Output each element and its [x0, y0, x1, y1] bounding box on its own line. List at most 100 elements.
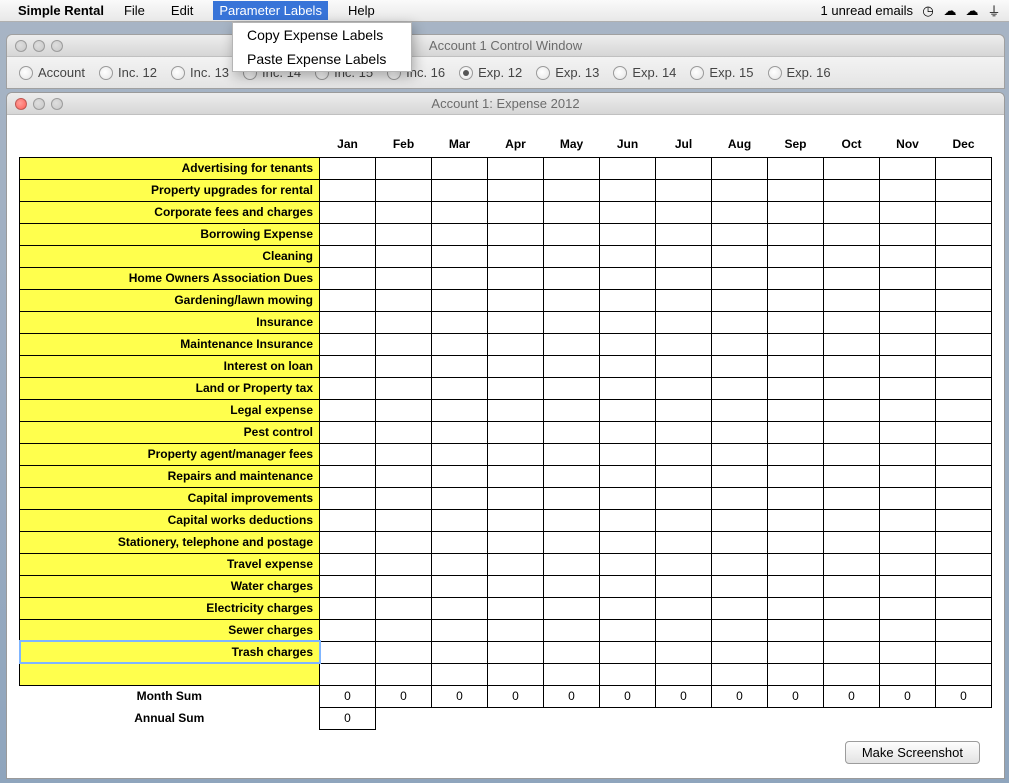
- cell[interactable]: [936, 267, 992, 289]
- cell[interactable]: [600, 289, 656, 311]
- row-label[interactable]: Capital works deductions: [20, 509, 320, 531]
- cell[interactable]: [768, 531, 824, 553]
- cell[interactable]: [488, 201, 544, 223]
- cell[interactable]: [544, 663, 600, 685]
- cell[interactable]: [488, 663, 544, 685]
- cell[interactable]: [544, 575, 600, 597]
- cell[interactable]: [936, 597, 992, 619]
- cell[interactable]: [432, 465, 488, 487]
- cell[interactable]: [488, 509, 544, 531]
- dropdown-item-paste-expense-labels[interactable]: Paste Expense Labels: [233, 47, 411, 71]
- cell[interactable]: [880, 443, 936, 465]
- cell[interactable]: [376, 575, 432, 597]
- cell[interactable]: [880, 663, 936, 685]
- cell[interactable]: [376, 421, 432, 443]
- cell[interactable]: [656, 333, 712, 355]
- cell[interactable]: [768, 355, 824, 377]
- minimize-icon[interactable]: [33, 98, 45, 110]
- cell[interactable]: [824, 641, 880, 663]
- cell[interactable]: [712, 619, 768, 641]
- cell[interactable]: [488, 157, 544, 179]
- cell[interactable]: [656, 267, 712, 289]
- cell[interactable]: [768, 421, 824, 443]
- cell[interactable]: [880, 333, 936, 355]
- cell[interactable]: [600, 333, 656, 355]
- radio-icon[interactable]: [19, 66, 33, 80]
- cell[interactable]: [432, 399, 488, 421]
- cell[interactable]: [488, 597, 544, 619]
- cell[interactable]: [544, 553, 600, 575]
- radio-exp-13[interactable]: Exp. 13: [536, 65, 599, 80]
- cell[interactable]: [768, 267, 824, 289]
- cell[interactable]: [376, 201, 432, 223]
- cell[interactable]: [544, 179, 600, 201]
- cell[interactable]: [432, 619, 488, 641]
- cell[interactable]: [824, 267, 880, 289]
- radio-icon[interactable]: [99, 66, 113, 80]
- cell[interactable]: [880, 245, 936, 267]
- radio-exp-12[interactable]: Exp. 12: [459, 65, 522, 80]
- menu-item-edit[interactable]: Edit: [165, 1, 199, 20]
- cell[interactable]: [936, 179, 992, 201]
- cell[interactable]: [712, 641, 768, 663]
- cell[interactable]: [600, 179, 656, 201]
- cell[interactable]: [936, 201, 992, 223]
- cell[interactable]: [712, 487, 768, 509]
- cell[interactable]: [544, 333, 600, 355]
- cell[interactable]: [768, 289, 824, 311]
- cell[interactable]: [376, 223, 432, 245]
- close-icon[interactable]: [15, 98, 27, 110]
- radio-exp-16[interactable]: Exp. 16: [768, 65, 831, 80]
- cell[interactable]: [936, 575, 992, 597]
- cell[interactable]: [544, 597, 600, 619]
- cell[interactable]: [824, 575, 880, 597]
- cell[interactable]: [600, 597, 656, 619]
- cell[interactable]: [824, 553, 880, 575]
- cell[interactable]: [544, 267, 600, 289]
- cell[interactable]: [320, 289, 376, 311]
- cell[interactable]: [432, 355, 488, 377]
- cell[interactable]: [880, 575, 936, 597]
- cell[interactable]: [712, 157, 768, 179]
- cell[interactable]: [320, 443, 376, 465]
- cell[interactable]: [488, 421, 544, 443]
- row-label[interactable]: Trash charges: [20, 641, 320, 663]
- cell[interactable]: [824, 223, 880, 245]
- cell[interactable]: [880, 531, 936, 553]
- cell[interactable]: [376, 641, 432, 663]
- cell[interactable]: [768, 509, 824, 531]
- cell[interactable]: [320, 509, 376, 531]
- cell[interactable]: [376, 289, 432, 311]
- wifi-icon[interactable]: ⏚: [987, 1, 1001, 20]
- cell[interactable]: [936, 377, 992, 399]
- cell[interactable]: [488, 355, 544, 377]
- cell[interactable]: [656, 245, 712, 267]
- cell[interactable]: [376, 399, 432, 421]
- cell[interactable]: [432, 245, 488, 267]
- cell[interactable]: [712, 531, 768, 553]
- cell[interactable]: [488, 531, 544, 553]
- cell[interactable]: [712, 509, 768, 531]
- cell[interactable]: [544, 421, 600, 443]
- row-label[interactable]: Legal expense: [20, 399, 320, 421]
- cell[interactable]: [376, 157, 432, 179]
- cell[interactable]: [824, 311, 880, 333]
- cell[interactable]: [656, 443, 712, 465]
- cell[interactable]: [824, 443, 880, 465]
- cell[interactable]: [432, 421, 488, 443]
- cell[interactable]: [376, 311, 432, 333]
- cell[interactable]: [712, 267, 768, 289]
- cell[interactable]: [544, 641, 600, 663]
- cell[interactable]: [600, 377, 656, 399]
- cell[interactable]: [936, 509, 992, 531]
- minimize-icon[interactable]: [33, 40, 45, 52]
- cell[interactable]: [936, 531, 992, 553]
- cell[interactable]: [656, 157, 712, 179]
- row-label[interactable]: Land or Property tax: [20, 377, 320, 399]
- cell[interactable]: [936, 223, 992, 245]
- cell[interactable]: [544, 377, 600, 399]
- cell[interactable]: [712, 597, 768, 619]
- row-label[interactable]: Gardening/lawn mowing: [20, 289, 320, 311]
- cell[interactable]: [936, 641, 992, 663]
- cell[interactable]: [376, 179, 432, 201]
